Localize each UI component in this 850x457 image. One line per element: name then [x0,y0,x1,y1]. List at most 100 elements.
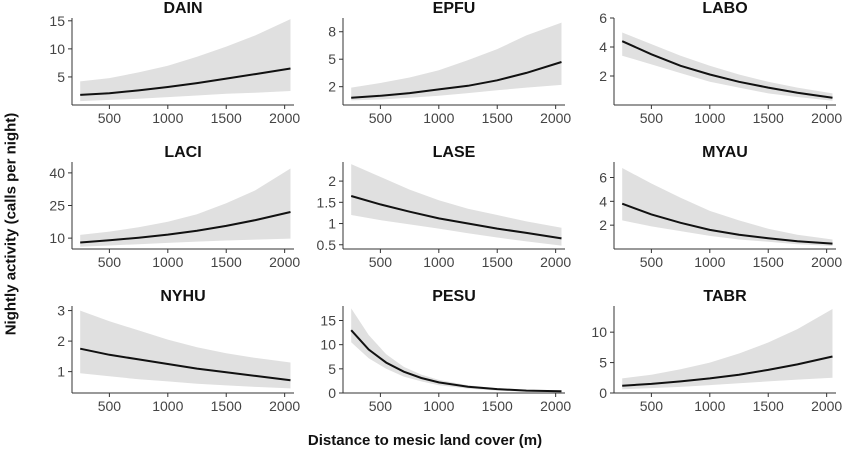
panel-pesu-y-tick-label: 5 [328,361,336,377]
panel-dain-ci-band [80,19,291,102]
panel-lase-x-tick-label: 500 [369,254,393,270]
panel-dain-x-tick-label: 1000 [152,110,183,126]
panel-tabr-x-tick-label: 1500 [753,398,784,414]
panel-nyhu-x-tick-label: 1500 [211,398,242,414]
panel-pesu-x-tick-label: 1500 [482,398,513,414]
panel-myau-title: MYAU [702,144,748,161]
panel-epfu-x-tick-label: 1500 [482,110,513,126]
panel-tabr-title: TABR [703,288,747,305]
panel-laci-fit-line [80,211,291,244]
panel-lase-x-tick-label: 2000 [540,254,571,270]
panel-epfu-x-tick-label: 500 [369,110,393,126]
panel-laci-x-tick-label: 1000 [152,254,183,270]
panel-laci: 500 1000 1500 2000 10 25 40 LACI [49,144,300,270]
panel-myau-x-tick-label: 1500 [753,254,784,270]
panel-labo-x-tick-label: 1000 [694,110,725,126]
panel-laci-x-tick-label: 2000 [269,254,300,270]
panel-laci-title: LACI [164,144,201,161]
panel-labo-x-tick-label: 2000 [811,110,842,126]
panel-lase-ci-band [351,164,562,246]
panel-pesu-y-tick-label: 10 [320,337,336,353]
panel-myau-y-tick-label: 4 [599,193,607,209]
panel-lase-y-tick-label: 1 [328,216,336,232]
panel-tabr-x-tick-label: 500 [640,398,664,414]
panel-lase-y-tick-label: 2 [328,173,336,189]
panel-nyhu: 500 1000 1500 2000 1 2 3 NYHU [57,288,300,414]
panel-pesu-fit-line [350,329,562,393]
panel-dain-y-tick-label: 15 [49,13,65,29]
panel-lase-fit-line [350,195,562,240]
panel-pesu-x-tick-label: 500 [369,398,393,414]
panel-nyhu-x-tick-label: 500 [98,398,122,414]
panel-lase-y-tick-label: 1.5 [317,194,337,210]
panel-nyhu-x-tick-label: 1000 [152,398,183,414]
panel-labo-x-tick-label: 500 [640,110,664,126]
panel-laci-y-tick-label: 10 [49,230,65,246]
panel-labo-y-tick-label: 6 [599,10,607,26]
panel-labo-fit-line [621,40,833,99]
panel-myau-y-tick-label: 6 [599,169,607,185]
panel-tabr-y-tick-label: 5 [599,355,607,371]
panel-pesu-x-tick-label: 2000 [540,398,571,414]
panel-lase: 500 1000 1500 2000 0.5 1 1.5 2 LASE [317,144,572,270]
panel-lase-x-tick-label: 1500 [482,254,513,270]
panel-nyhu-ci-band [80,310,291,389]
panel-dain-y-tick-label: 10 [49,41,65,57]
panel-epfu-y-tick-label: 5 [328,51,336,67]
panel-laci-y-tick-label: 25 [49,198,65,214]
panel-epfu-fit-line [351,61,562,99]
panel-laci-y-tick-label: 40 [49,165,65,181]
panel-nyhu-y-tick-label: 1 [57,364,65,380]
panel-nyhu-x-tick-label: 2000 [269,398,300,414]
panel-epfu-x-tick-label: 2000 [540,110,571,126]
panel-dain: 500 1000 1500 2000 5 10 15 DAIN [49,0,300,126]
panel-nyhu-fit-line [79,347,291,382]
panel-lase-y-tick-label: 0.5 [317,237,337,253]
panel-tabr-ci-band [622,309,833,390]
panel-pesu-x-tick-label: 1000 [423,398,454,414]
panel-epfu-ci-band [351,22,562,101]
panel-pesu-y-tick-label: 15 [320,313,336,329]
panel-tabr-x-tick-label: 1000 [694,398,725,414]
panel-labo: 500 1000 1500 2000 2 4 6 LABO [599,0,842,126]
panel-epfu: 500 1000 1500 2000 2 5 8 EPFU [328,0,571,126]
panel-labo-ci-band [622,32,833,101]
panel-laci-ci-band [80,168,291,247]
panel-lase-title: LASE [433,144,476,161]
panel-pesu: 500 1000 1500 2000 0 5 10 15 PESU [320,288,571,414]
panel-pesu-y-tick-label: 0 [328,385,336,401]
panel-tabr-fit-line [622,355,833,387]
panel-dain-x-tick-label: 2000 [269,110,300,126]
panel-tabr-y-tick-label: 10 [591,324,607,340]
panel-laci-x-tick-label: 1500 [211,254,242,270]
panel-pesu-title: PESU [432,288,476,305]
x-axis-label: Distance to mesic land cover (m) [307,432,543,449]
panel-epfu-x-tick-label: 1000 [423,110,454,126]
panel-myau-x-tick-label: 1000 [694,254,725,270]
panel-pesu-ci-band [351,308,562,392]
panel-labo-y-tick-label: 2 [599,68,607,84]
panel-myau-y-tick-label: 2 [599,217,607,233]
panel-dain-y-tick-label: 5 [57,69,65,85]
panel-nyhu-y-tick-label: 3 [57,303,65,319]
panel-epfu-y-tick-label: 2 [328,79,336,95]
panel-labo-y-tick-label: 4 [599,39,607,55]
panel-dain-title: DAIN [163,0,202,17]
panel-myau: 500 1000 1500 2000 2 4 6 MYAU [599,144,842,270]
panel-tabr-y-tick-label: 0 [599,385,607,401]
panel-myau-ci-band [622,168,833,246]
panel-myau-x-tick-label: 2000 [811,254,842,270]
panel-myau-fit-line [621,202,833,245]
panel-dain-fit-line [80,67,291,96]
panel-tabr: 500 1000 1500 2000 0 5 10 TABR [591,288,842,414]
panel-tabr-x-tick-label: 2000 [811,398,842,414]
panel-nyhu-y-tick-label: 2 [57,333,65,349]
panel-labo-title: LABO [702,0,747,17]
panel-dain-x-tick-label: 500 [98,110,122,126]
panel-myau-x-tick-label: 500 [640,254,664,270]
panel-laci-x-tick-label: 500 [98,254,122,270]
panel-nyhu-title: NYHU [160,288,205,305]
panel-epfu-y-tick-label: 8 [328,24,336,40]
